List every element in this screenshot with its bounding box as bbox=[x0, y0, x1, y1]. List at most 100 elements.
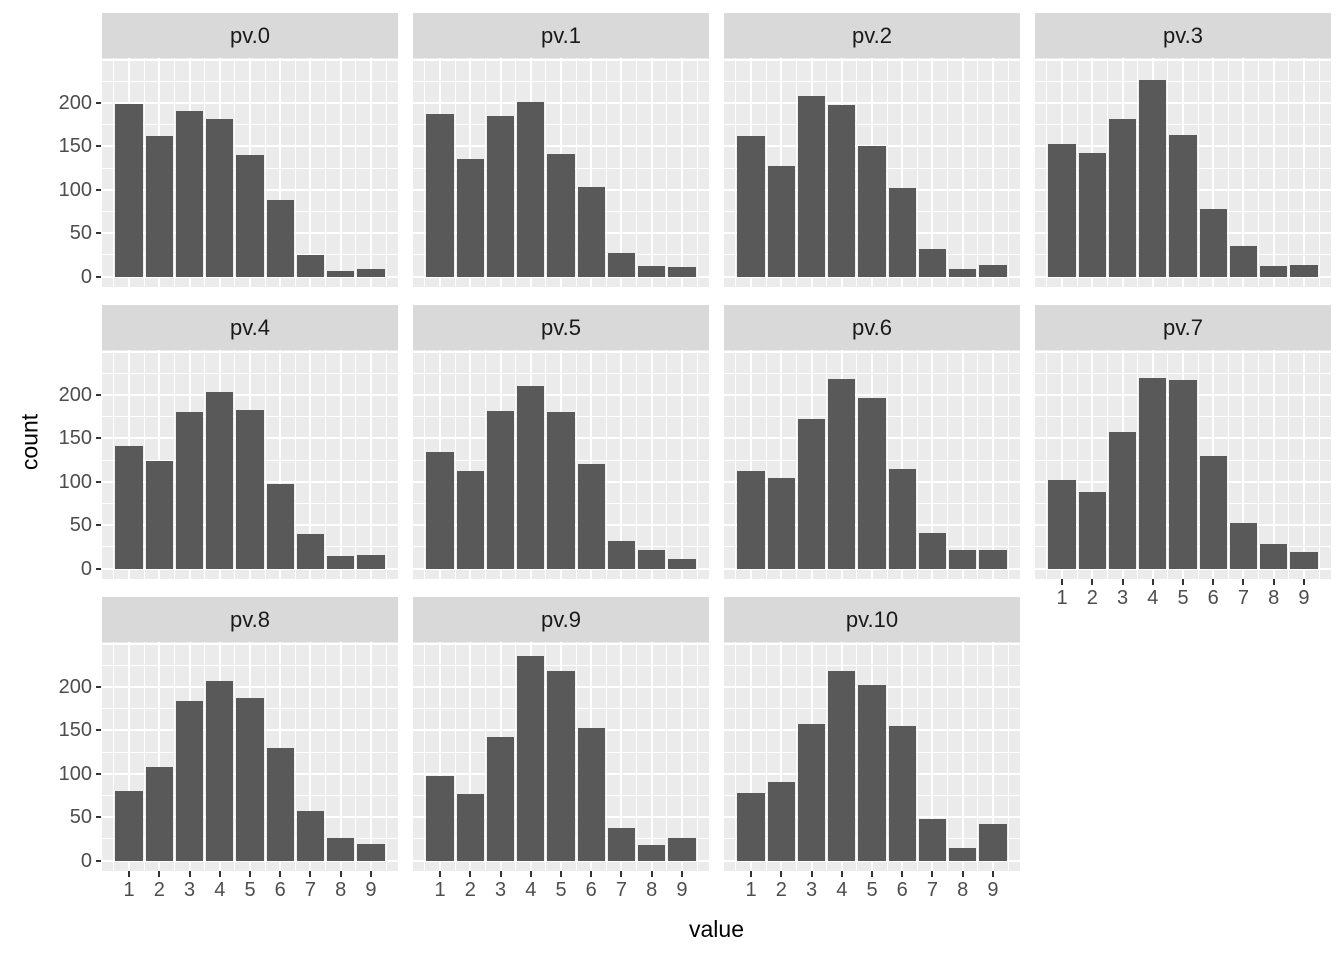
x-tick-label: 8 bbox=[335, 879, 347, 901]
gridline-minor-v bbox=[355, 642, 357, 871]
gridline-major-v bbox=[901, 350, 904, 579]
x-tick-label: 2 bbox=[1086, 587, 1098, 609]
gridline-minor-v bbox=[385, 350, 387, 579]
gridline-minor-v bbox=[916, 642, 918, 871]
gridline-minor-v bbox=[575, 642, 577, 871]
x-tick-label: 7 bbox=[1237, 587, 1250, 609]
bar-x2 bbox=[1078, 153, 1106, 277]
bar-x5 bbox=[547, 671, 575, 861]
x-tick-mark bbox=[1212, 579, 1215, 585]
gridline-major-v bbox=[780, 350, 783, 579]
facet-pv.5: pv.5 bbox=[413, 305, 709, 579]
gridline-minor-v bbox=[1046, 58, 1048, 287]
bar-x7 bbox=[607, 253, 636, 277]
gridline-minor-v bbox=[575, 350, 577, 579]
gridline-minor-v bbox=[143, 642, 145, 871]
bar-x1 bbox=[426, 776, 454, 861]
x-tick-mark bbox=[1121, 579, 1124, 585]
facet-pv.0: pv.0 0 50 100 150 200 bbox=[59, 13, 398, 287]
bar-x3 bbox=[486, 410, 515, 569]
gridline-minor-v bbox=[947, 350, 949, 579]
facet-panel: 0 50 100 150 200 1 2 3 4 5 6 7 8 9 bbox=[59, 642, 398, 901]
gridline-minor-v bbox=[1258, 350, 1260, 579]
facet-pv.6: pv.6 bbox=[724, 305, 1020, 579]
gridline-major-v bbox=[469, 350, 472, 579]
x-tick-mark bbox=[840, 871, 843, 877]
x-tick-mark bbox=[1061, 579, 1064, 585]
x-tick-mark bbox=[339, 871, 342, 877]
gridline-minor-v bbox=[666, 642, 668, 871]
gridline-minor-v bbox=[1167, 58, 1169, 287]
panel-clip-area bbox=[1035, 350, 1331, 579]
bar-x4 bbox=[1139, 79, 1167, 277]
gridline-minor-v bbox=[484, 58, 486, 287]
bar-x4 bbox=[1139, 377, 1167, 569]
x-tick-label: 2 bbox=[464, 879, 476, 901]
facet-panel bbox=[413, 58, 709, 287]
gridline-minor-v bbox=[355, 58, 357, 287]
gridline-minor-v bbox=[826, 642, 828, 871]
gridline-minor-v bbox=[795, 58, 797, 287]
gridline-minor-v bbox=[1227, 58, 1229, 287]
bar-x5 bbox=[547, 154, 575, 277]
gridline-minor-v bbox=[173, 58, 175, 287]
y-tick-mark bbox=[96, 480, 101, 483]
bar-x2 bbox=[1078, 492, 1106, 569]
gridline-minor-v bbox=[856, 58, 858, 287]
gridline-minor-v bbox=[1288, 58, 1290, 287]
bar-x9 bbox=[668, 559, 696, 569]
gridline-major-v bbox=[369, 642, 372, 871]
gridline-minor-v bbox=[916, 58, 918, 287]
facet-pv.1: pv.1 bbox=[413, 13, 709, 287]
gridline-major-v bbox=[339, 58, 342, 287]
gridline-minor-v bbox=[575, 58, 577, 287]
bar-x5 bbox=[547, 412, 575, 569]
y-tick-mark bbox=[96, 772, 101, 775]
bar-x1 bbox=[1048, 143, 1076, 277]
bar-x9 bbox=[668, 838, 696, 861]
x-tick-label: 6 bbox=[1207, 587, 1219, 609]
bar-x7 bbox=[1229, 246, 1258, 277]
x-tick-label: 4 bbox=[525, 879, 537, 901]
gridline-major-v bbox=[369, 350, 372, 579]
bar-x9 bbox=[1290, 265, 1318, 277]
gridline-major-v bbox=[279, 350, 282, 579]
gridline-minor-v bbox=[795, 350, 797, 579]
gridline-minor-v bbox=[515, 350, 517, 579]
y-tick-mark bbox=[96, 275, 101, 278]
bar-x8 bbox=[949, 847, 977, 861]
x-tick-label: 3 bbox=[805, 879, 818, 901]
y-tick-label: 100 bbox=[58, 762, 92, 785]
bar-x8 bbox=[949, 268, 977, 277]
gridline-minor-v bbox=[204, 642, 206, 871]
x-tick-mark bbox=[279, 871, 282, 877]
gridline-major-v bbox=[158, 642, 161, 871]
gridline-minor-v bbox=[1106, 350, 1108, 579]
gridline-minor-v bbox=[696, 58, 698, 287]
bar-x4 bbox=[206, 681, 234, 861]
gridline-minor-v bbox=[113, 58, 115, 287]
panel-clip-area bbox=[413, 58, 709, 287]
bar-x4 bbox=[828, 379, 856, 569]
facet-pv.7: pv.7 1 2 3 4 5 6 7 8 9 bbox=[1035, 305, 1331, 609]
gridline-major-v bbox=[961, 350, 964, 579]
bar-x3 bbox=[175, 412, 204, 569]
x-tick-label: 1 bbox=[1056, 587, 1068, 609]
panel-clip-area bbox=[724, 642, 1020, 871]
x-tick-mark bbox=[309, 871, 312, 877]
x-tick-label: 7 bbox=[304, 879, 317, 901]
gridline-minor-v bbox=[605, 642, 607, 871]
bar-x2 bbox=[456, 793, 484, 861]
gridline-minor-v bbox=[916, 350, 918, 579]
facet-panel bbox=[413, 350, 709, 579]
gridline-major-v bbox=[1302, 58, 1305, 287]
x-tick-mark bbox=[901, 871, 904, 877]
facet-strip: pv.9 bbox=[413, 597, 709, 642]
gridline-major-v bbox=[680, 350, 683, 579]
bar-x6 bbox=[266, 483, 294, 569]
gridline-minor-v bbox=[294, 58, 296, 287]
gridline-major-v bbox=[128, 642, 131, 871]
bar-x1 bbox=[737, 470, 765, 569]
